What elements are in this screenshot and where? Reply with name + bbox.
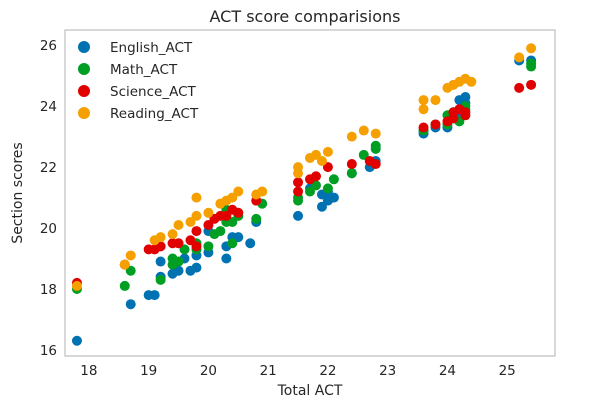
- data-point: [310, 171, 321, 182]
- data-point: [227, 238, 238, 249]
- x-tick-label: 22: [319, 363, 336, 379]
- x-axis-label: Total ACT: [277, 383, 343, 399]
- y-tick-label: 22: [40, 160, 57, 176]
- data-point: [191, 226, 202, 237]
- data-point: [526, 58, 537, 69]
- data-point: [346, 159, 357, 170]
- data-point: [293, 162, 304, 173]
- legend-marker: [78, 85, 90, 97]
- plot-area: [64, 29, 556, 357]
- legend-label: Math_ACT: [110, 62, 178, 78]
- legend-marker: [78, 107, 90, 119]
- data-point: [125, 299, 136, 310]
- data-point: [155, 274, 166, 285]
- data-point: [322, 146, 333, 157]
- data-point: [155, 256, 166, 267]
- data-point: [119, 259, 130, 270]
- data-point: [155, 232, 166, 243]
- data-point: [316, 156, 327, 167]
- data-point: [203, 241, 214, 252]
- data-point: [173, 219, 184, 230]
- data-point: [370, 159, 381, 170]
- x-tick-label: 23: [379, 363, 396, 379]
- x-tick-label: 25: [499, 363, 516, 379]
- data-point: [191, 210, 202, 221]
- data-point: [71, 335, 82, 346]
- y-tick-label: 20: [40, 221, 57, 237]
- data-point: [293, 210, 304, 221]
- legend: English_ACT Math_ACT Science_ACT Reading_AC…: [78, 40, 199, 122]
- data-point: [346, 168, 357, 179]
- data-point: [466, 76, 477, 87]
- x-tick-label: 19: [140, 363, 157, 379]
- data-point: [215, 226, 226, 237]
- data-point: [526, 79, 537, 90]
- x-axis-ticks: 18 19 20 21 22 23 24 25: [80, 363, 515, 379]
- data-point: [293, 186, 304, 197]
- data-point: [526, 43, 537, 54]
- data-point: [191, 192, 202, 203]
- data-point: [167, 253, 178, 264]
- data-point: [167, 229, 178, 240]
- y-tick-label: 16: [40, 343, 57, 359]
- data-point: [460, 107, 471, 118]
- data-point: [418, 122, 429, 133]
- data-point: [191, 241, 202, 252]
- data-point: [119, 280, 130, 291]
- x-tick-label: 24: [439, 363, 456, 379]
- data-point: [71, 280, 82, 291]
- x-tick-label: 18: [80, 363, 97, 379]
- data-point: [251, 213, 262, 224]
- x-tick-label: 20: [200, 363, 217, 379]
- data-point: [370, 128, 381, 139]
- data-point: [418, 104, 429, 115]
- data-point: [514, 82, 525, 93]
- legend-label: Science_ACT: [110, 84, 197, 100]
- data-point: [245, 238, 256, 249]
- legend-label: English_ACT: [110, 40, 193, 56]
- y-tick-label: 18: [40, 282, 57, 298]
- data-point: [125, 250, 136, 261]
- chart-title: ACT score comparisions: [210, 7, 401, 26]
- x-tick-label: 21: [260, 363, 277, 379]
- data-point: [257, 186, 268, 197]
- data-point: [221, 253, 232, 264]
- series-reading-act: [71, 43, 537, 291]
- legend-label: Reading_ACT: [110, 106, 199, 122]
- data-point: [370, 140, 381, 151]
- data-point: [173, 238, 184, 249]
- y-tick-label: 24: [40, 99, 57, 115]
- data-point: [430, 95, 441, 106]
- data-point: [328, 174, 339, 185]
- data-point: [191, 262, 202, 273]
- legend-marker: [78, 41, 90, 53]
- y-axis-label: Section scores: [10, 142, 26, 243]
- y-tick-label: 26: [40, 38, 57, 54]
- data-point: [149, 290, 160, 301]
- data-point: [418, 95, 429, 106]
- data-points: [71, 43, 537, 346]
- data-point: [233, 207, 244, 218]
- data-point: [460, 92, 471, 103]
- data-point: [514, 52, 525, 63]
- data-point: [293, 177, 304, 188]
- data-point: [203, 207, 214, 218]
- data-point: [358, 125, 369, 136]
- y-axis-ticks: 16 18 20 22 24 26: [40, 38, 57, 359]
- data-point: [430, 119, 441, 130]
- data-point: [233, 186, 244, 197]
- data-point: [346, 131, 357, 142]
- legend-marker: [78, 63, 90, 75]
- data-point: [322, 183, 333, 194]
